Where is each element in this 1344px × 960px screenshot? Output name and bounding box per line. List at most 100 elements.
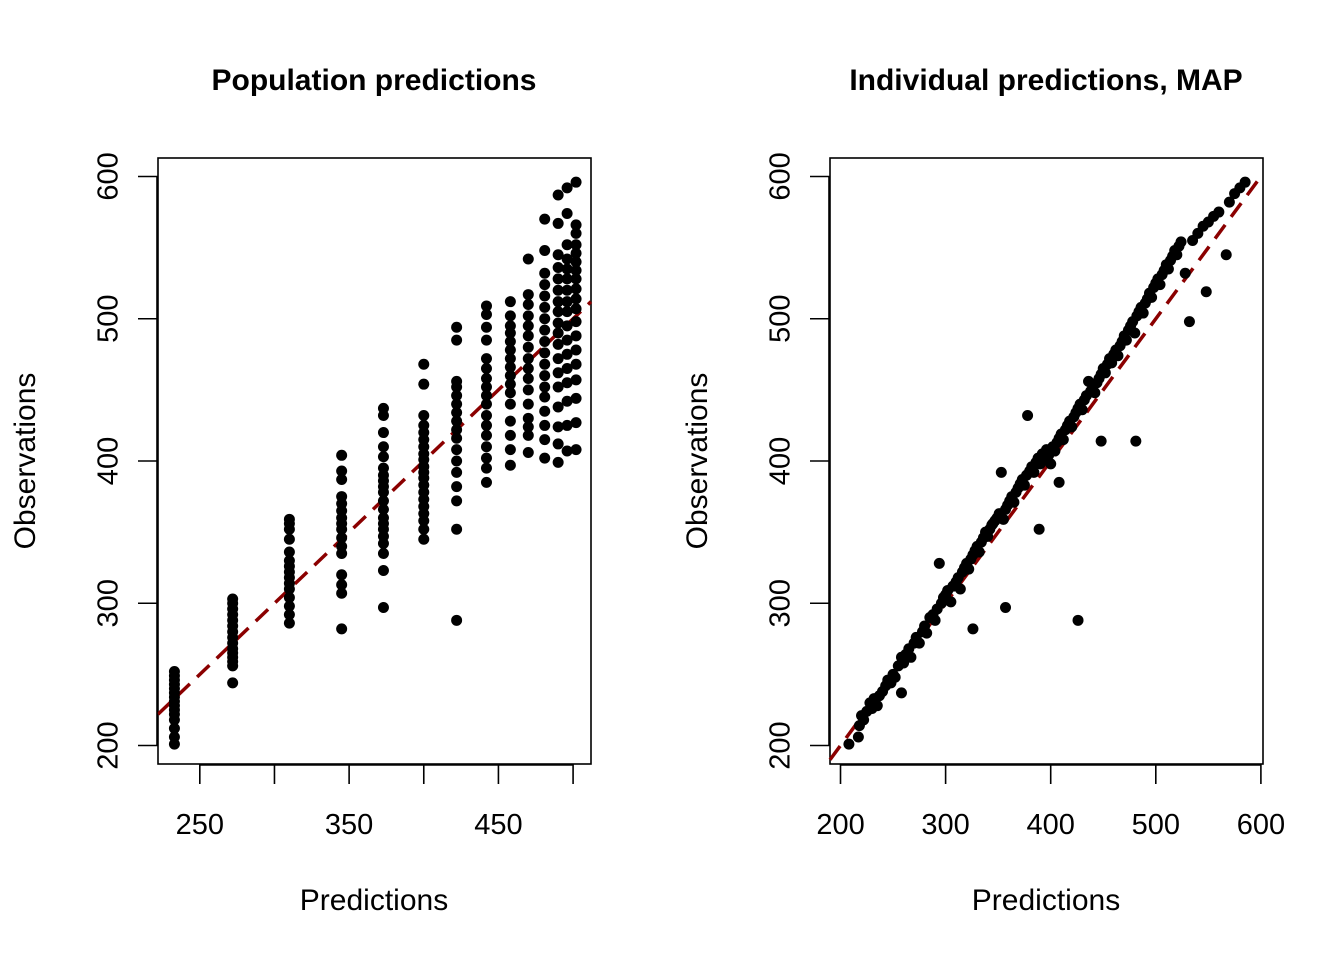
- data-point: [377, 402, 389, 414]
- data-point: [522, 253, 534, 265]
- data-point: [522, 310, 534, 322]
- x-tick-label: 500: [1132, 809, 1180, 841]
- data-point: [561, 419, 573, 431]
- data-point: [480, 398, 492, 410]
- data-point: [539, 452, 551, 464]
- data-point: [504, 429, 516, 441]
- data-point: [539, 419, 551, 431]
- data-point: [1072, 614, 1084, 626]
- data-point: [336, 540, 348, 552]
- data-point: [168, 731, 180, 743]
- data-point: [451, 495, 463, 507]
- data-point: [336, 579, 348, 591]
- data-point: [168, 722, 180, 734]
- data-point: [552, 249, 564, 261]
- data-point: [504, 310, 516, 322]
- data-point: [539, 381, 551, 393]
- data-point: [480, 409, 492, 421]
- data-point: [539, 434, 551, 446]
- data-point: [539, 324, 551, 336]
- data-point: [522, 429, 534, 441]
- data-point: [852, 731, 864, 743]
- y-tick-label: 500: [765, 295, 797, 343]
- data-point: [552, 217, 564, 229]
- data-point: [1146, 291, 1158, 303]
- data-point: [1129, 327, 1141, 339]
- data-point: [504, 320, 516, 332]
- data-point: [570, 444, 582, 456]
- data-point: [570, 344, 582, 356]
- data-point: [539, 391, 551, 403]
- data-point: [1095, 435, 1107, 447]
- data-point: [480, 381, 492, 393]
- data-point: [570, 330, 582, 342]
- data-point: [539, 267, 551, 279]
- y-tick-label: 300: [93, 579, 125, 627]
- x-tick-label: 450: [474, 809, 522, 841]
- data-point: [561, 320, 573, 332]
- data-point: [504, 370, 516, 382]
- data-point: [377, 503, 389, 515]
- data-point: [480, 363, 492, 375]
- data-point: [1053, 476, 1065, 488]
- data-point: [377, 512, 389, 524]
- data-point: [1089, 387, 1101, 399]
- data-point: [451, 415, 463, 427]
- data-point: [1033, 523, 1045, 535]
- data-point: [552, 327, 564, 339]
- data-point: [451, 375, 463, 387]
- data-point: [570, 264, 582, 276]
- data-point: [283, 555, 295, 567]
- data-point: [451, 321, 463, 333]
- data-point: [561, 273, 573, 285]
- x-tick-label: 600: [1237, 809, 1285, 841]
- data-point: [539, 301, 551, 313]
- data-point: [504, 398, 516, 410]
- data-point: [377, 565, 389, 577]
- data-point: [570, 219, 582, 231]
- data-points: [843, 176, 1251, 750]
- y-tick-label: 400: [765, 437, 797, 485]
- data-point: [570, 227, 582, 239]
- data-point: [1130, 435, 1142, 447]
- data-point: [504, 344, 516, 356]
- data-point: [1223, 196, 1235, 208]
- data-point: [552, 296, 564, 308]
- data-point: [504, 336, 516, 348]
- data-point: [377, 547, 389, 559]
- data-point: [480, 462, 492, 474]
- data-point: [913, 637, 925, 649]
- data-point: [480, 452, 492, 464]
- data-point: [570, 176, 582, 188]
- data-point: [227, 593, 239, 605]
- data-point: [561, 239, 573, 251]
- data-point: [570, 273, 582, 285]
- data-point: [451, 444, 463, 456]
- data-point: [1076, 404, 1088, 416]
- data-point: [336, 449, 348, 461]
- data-point: [561, 395, 573, 407]
- y-axis: 200 300 400 500 600: [93, 152, 158, 770]
- data-point: [504, 296, 516, 308]
- data-point: [552, 456, 564, 468]
- individual-predictions-panel: Individual predictions, MAP 200 300 400 500…: [681, 64, 1285, 917]
- data-point: [480, 372, 492, 384]
- data-point: [561, 348, 573, 360]
- x-tick-label: 200: [816, 809, 864, 841]
- data-point: [283, 600, 295, 612]
- x-tick-label: 400: [1027, 809, 1075, 841]
- data-point: [552, 189, 564, 201]
- data-point: [570, 293, 582, 305]
- data-point: [561, 334, 573, 346]
- y-tick-label: 200: [93, 721, 125, 769]
- data-point: [1045, 458, 1057, 470]
- data-point: [451, 481, 463, 493]
- data-point: [451, 455, 463, 467]
- data-point: [451, 424, 463, 436]
- data-point: [570, 417, 582, 429]
- data-point: [570, 239, 582, 251]
- data-point: [522, 372, 534, 384]
- data-point: [480, 429, 492, 441]
- data-point: [967, 623, 979, 635]
